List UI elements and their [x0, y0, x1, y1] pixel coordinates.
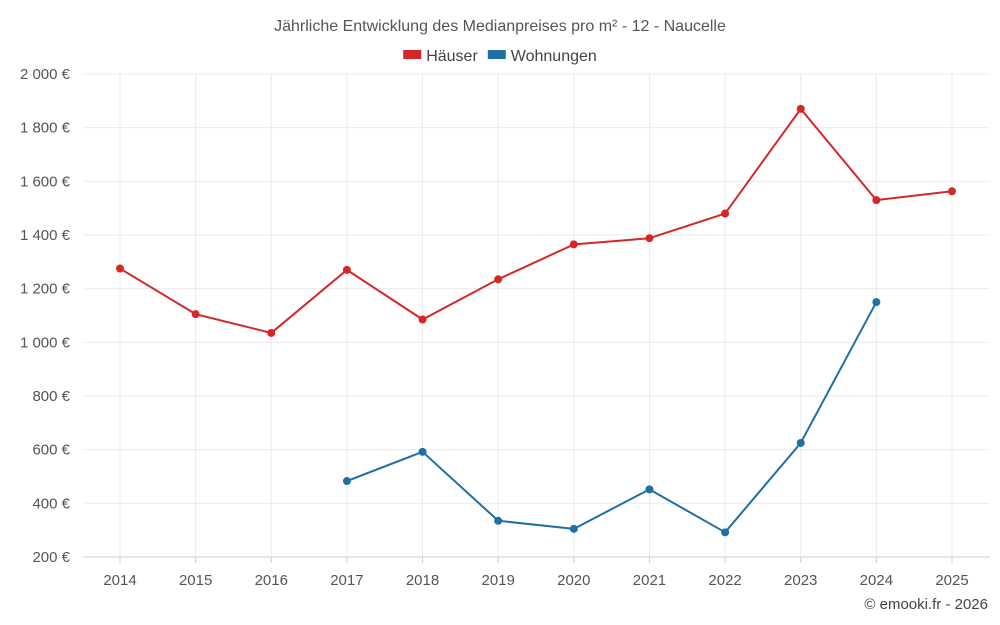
data-point[interactable] — [872, 196, 881, 205]
x-tick-label: 2025 — [935, 572, 968, 589]
x-tick-label: 2022 — [708, 572, 741, 589]
series-haeuser — [116, 104, 956, 337]
x-tick-label: 2023 — [784, 572, 817, 589]
y-axis: 200 € 400 € 600 € 800 € 1 000 € 1 200 € 1 400 … — [20, 66, 71, 566]
legend-label[interactable]: Häuser — [426, 48, 478, 65]
series-line — [345, 301, 878, 534]
series-line — [119, 107, 953, 334]
data-point[interactable] — [267, 328, 276, 337]
data-point[interactable] — [645, 234, 654, 243]
y-tick-label: 1 200 € — [20, 281, 71, 298]
data-point[interactable] — [872, 298, 881, 307]
legend-label[interactable]: Wohnungen — [511, 48, 597, 65]
x-tick-label: 2019 — [481, 572, 514, 589]
series-lines — [116, 104, 956, 537]
y-tick-label: 1 800 € — [20, 120, 71, 137]
data-point[interactable] — [116, 264, 124, 273]
data-point[interactable] — [418, 315, 427, 324]
data-point[interactable] — [191, 310, 200, 319]
data-point[interactable] — [342, 477, 351, 486]
y-tick-label: 2 000 € — [20, 66, 71, 83]
data-point[interactable] — [418, 447, 427, 456]
y-tick-label: 1 600 € — [20, 173, 71, 190]
legend-swatch[interactable] — [403, 50, 422, 59]
y-tick-label: 200 € — [32, 549, 70, 566]
data-point[interactable] — [721, 209, 730, 218]
credit-text: © emooki.fr - 2026 — [864, 596, 988, 613]
y-tick-label: 1 400 € — [20, 227, 71, 244]
data-point[interactable] — [342, 265, 351, 274]
x-tick-label: 2024 — [860, 572, 893, 589]
data-point[interactable] — [796, 104, 805, 113]
data-point[interactable] — [721, 528, 730, 537]
legend-swatch[interactable] — [487, 50, 506, 59]
y-tick-label: 600 € — [32, 442, 70, 459]
grid — [83, 73, 990, 558]
chart-title: Jährliche Entwicklung des Medianpreises … — [274, 18, 726, 35]
x-tick-label: 2020 — [557, 572, 590, 589]
data-point[interactable] — [948, 187, 956, 196]
data-point[interactable] — [796, 438, 805, 447]
y-tick-label: 1 000 € — [20, 334, 71, 351]
x-tick-label: 2021 — [633, 572, 666, 589]
series-wohnungen — [342, 298, 881, 537]
x-tick-label: 2015 — [179, 572, 212, 589]
x-tick-label: 2016 — [255, 572, 288, 589]
data-point[interactable] — [569, 240, 578, 249]
x-axis: 2014 2015 2016 2017 2018 2019 2020 2021 2022 2023… — [103, 557, 969, 589]
data-point[interactable] — [494, 275, 503, 284]
data-point[interactable] — [494, 516, 503, 525]
x-tick-label: 2017 — [330, 572, 363, 589]
data-point[interactable] — [569, 524, 578, 533]
data-point[interactable] — [645, 485, 654, 494]
x-tick-label: 2018 — [406, 572, 439, 589]
x-tick-label: 2014 — [103, 572, 136, 589]
y-tick-label: 400 € — [32, 495, 70, 512]
y-tick-label: 800 € — [32, 388, 70, 405]
legend: Häuser Wohnungen — [403, 48, 597, 65]
